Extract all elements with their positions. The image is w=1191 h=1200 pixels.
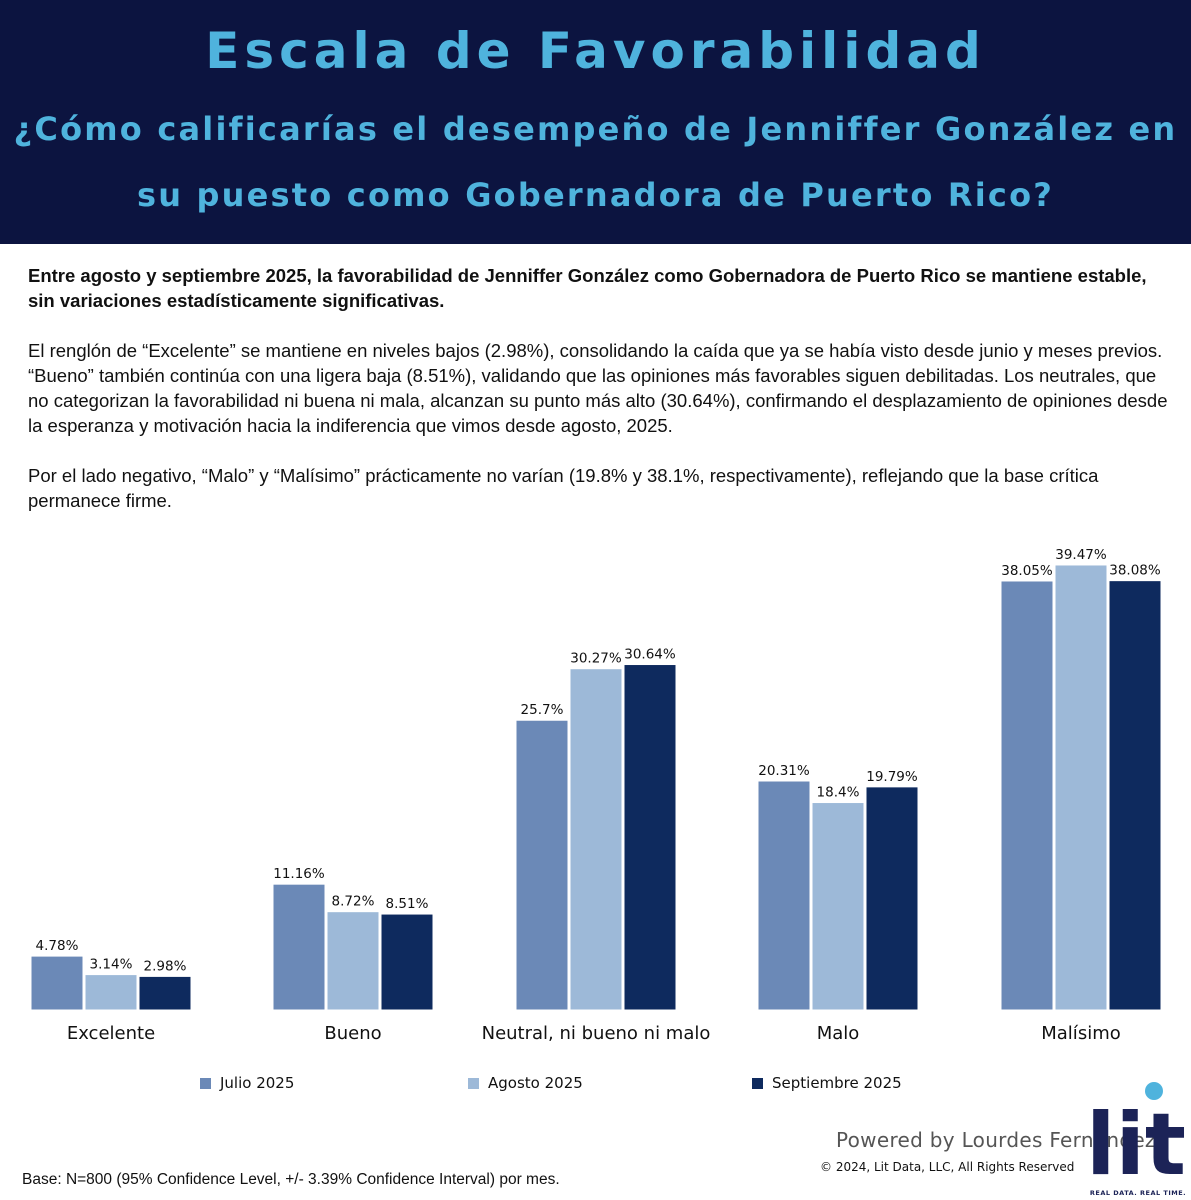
question-line-1: ¿Cómo calificarías el desempeño de Jenni…	[13, 110, 1178, 148]
data-label-excelente-septiembre-2025: 2.98%	[144, 958, 187, 974]
bar-malisimo-agosto-2025	[1054, 564, 1108, 1011]
bar-bueno-septiembre-2025	[380, 913, 434, 1011]
legend-swatch-septiembre	[752, 1078, 763, 1089]
bar-malisimo-septiembre-2025	[1108, 580, 1162, 1011]
legend-item-agosto: Agosto 2025	[468, 1074, 583, 1092]
data-label-malo-julio-2025: 20.31%	[758, 763, 810, 779]
category-label-bueno: Bueno	[324, 1023, 381, 1044]
base-note: Base: N=800 (95% Confidence Level, +/- 3…	[22, 1171, 560, 1188]
bar-malo-agosto-2025	[811, 802, 865, 1011]
category-label-malo: Malo	[817, 1023, 860, 1044]
bar-neutral-ni-bueno-ni-malo-julio-2025	[515, 719, 569, 1011]
intro-lead: Entre agosto y septiembre 2025, la favor…	[28, 265, 1147, 311]
bar-malo-septiembre-2025	[865, 786, 919, 1011]
bar-malisimo-julio-2025	[1000, 580, 1054, 1011]
legend-label-agosto: Agosto 2025	[488, 1074, 583, 1092]
logo-word: lit	[1090, 1095, 1186, 1195]
legend-label-julio: Julio 2025	[220, 1074, 295, 1092]
category-label-malisimo: Malísimo	[1041, 1023, 1121, 1044]
data-label-bueno-septiembre-2025: 8.51%	[386, 896, 429, 912]
data-label-excelente-agosto-2025: 3.14%	[90, 957, 133, 973]
bar-excelente-agosto-2025	[84, 974, 138, 1011]
data-label-excelente-julio-2025: 4.78%	[36, 938, 79, 954]
data-label-malo-agosto-2025: 18.4%	[817, 785, 860, 801]
data-label-bueno-agosto-2025: 8.72%	[332, 894, 375, 910]
bar-excelente-julio-2025	[30, 955, 84, 1011]
data-label-malisimo-septiembre-2025: 38.08%	[1109, 563, 1161, 579]
intro-text: Entre agosto y septiembre 2025, la favor…	[28, 263, 1168, 538]
bar-excelente-septiembre-2025	[138, 975, 192, 1011]
legend-label-septiembre: Septiembre 2025	[772, 1074, 902, 1092]
legend-item-julio: Julio 2025	[200, 1074, 294, 1092]
data-label-malisimo-julio-2025: 38.05%	[1001, 563, 1053, 579]
category-label-excelente: Excelente	[67, 1023, 155, 1044]
logo-tagline: REAL DATA. REAL TIME.	[1090, 1189, 1186, 1197]
bar-neutral-ni-bueno-ni-malo-septiembre-2025	[623, 664, 677, 1011]
bar-chart: 4.78% 3.14% 2.98% Excelente 11.16% 8.72% 8.51%…	[30, 547, 1162, 1044]
data-label-malo-septiembre-2025: 19.79%	[866, 769, 918, 785]
copyright-notice: © 2024, Lit Data, LLC, All Rights Reserv…	[820, 1160, 1075, 1174]
data-label-neutral-ni-bueno-ni-malo-julio-2025: 25.7%	[521, 702, 564, 718]
category-label-neutral-ni-bueno-ni-malo: Neutral, ni bueno ni malo	[482, 1023, 711, 1044]
intro-paragraph-1: El renglón de “Excelente” se mantiene en…	[28, 340, 1168, 436]
bar-neutral-ni-bueno-ni-malo-agosto-2025	[569, 668, 623, 1011]
bar-malo-julio-2025	[757, 780, 811, 1011]
lit-logo: lit REAL DATA. REAL TIME.	[1090, 1082, 1186, 1197]
legend-swatch-agosto	[468, 1078, 479, 1089]
question-line-2: su puesto como Gobernadora de Puerto Ric…	[136, 176, 1055, 214]
data-label-neutral-ni-bueno-ni-malo-agosto-2025: 30.27%	[570, 651, 622, 667]
data-label-malisimo-agosto-2025: 39.47%	[1055, 547, 1107, 563]
data-label-bueno-julio-2025: 11.16%	[273, 866, 325, 882]
header-banner: Escala de Favorabilidad ¿Cómo calificarí…	[0, 0, 1191, 244]
legend-swatch-julio	[200, 1078, 211, 1089]
logo-dot	[1145, 1082, 1163, 1100]
page-title: Escala de Favorabilidad	[205, 22, 986, 80]
powered-by: Powered by Lourdes Fernández	[836, 1128, 1156, 1152]
legend-item-septiembre: Septiembre 2025	[752, 1074, 902, 1092]
bar-bueno-agosto-2025	[326, 911, 380, 1011]
data-label-neutral-ni-bueno-ni-malo-septiembre-2025: 30.64%	[624, 647, 676, 663]
intro-paragraph-2: Por el lado negativo, “Malo” y “Malísimo…	[28, 465, 1099, 511]
bar-bueno-julio-2025	[272, 883, 326, 1011]
